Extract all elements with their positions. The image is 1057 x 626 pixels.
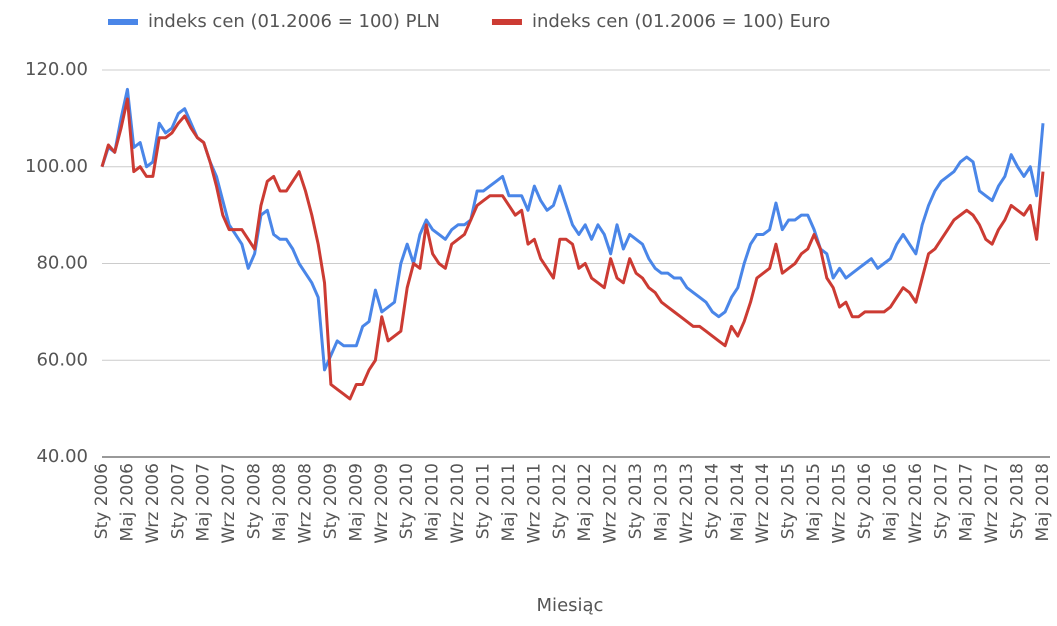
x-tick-label: Maj 2006 xyxy=(117,463,137,541)
legend-label: indeks cen (01.2006 = 100) PLN xyxy=(148,11,440,32)
x-tick-label: Wrz 2007 xyxy=(219,463,239,544)
x-tick-label: Sty 2014 xyxy=(702,463,722,539)
y-tick-label: 120.00 xyxy=(25,59,88,80)
x-tick-label: Sty 2012 xyxy=(550,463,570,539)
x-tick-label: Maj 2012 xyxy=(575,463,595,541)
x-tick-label: Maj 2014 xyxy=(728,463,748,541)
x-tick-label: Wrz 2014 xyxy=(753,463,773,544)
x-tick-label: Wrz 2008 xyxy=(295,463,315,544)
x-tick-label: Sty 2006 xyxy=(92,463,112,539)
x-tick-label: Maj 2017 xyxy=(957,463,977,541)
x-tick-label: Wrz 2015 xyxy=(830,463,850,544)
x-tick-label: Sty 2018 xyxy=(1008,463,1028,539)
y-tick-label: 60.00 xyxy=(36,349,88,370)
y-tick-label: 80.00 xyxy=(36,253,88,274)
x-tick-label: Wrz 2013 xyxy=(677,463,697,544)
x-tick-label: Maj 2016 xyxy=(880,463,900,541)
x-tick-label: Sty 2008 xyxy=(245,463,265,539)
x-tick-label: Sty 2010 xyxy=(397,463,417,539)
x-tick-label: Wrz 2011 xyxy=(524,463,544,544)
x-tick-label: Wrz 2017 xyxy=(982,463,1002,544)
x-tick-label: Sty 2009 xyxy=(321,463,341,539)
x-tick-label: Sty 2013 xyxy=(626,463,646,539)
x-tick-label: Maj 2010 xyxy=(423,463,443,541)
x-tick-label: Maj 2015 xyxy=(804,463,824,541)
legend-label: indeks cen (01.2006 = 100) Euro xyxy=(532,11,830,32)
x-tick-label: Wrz 2010 xyxy=(448,463,468,544)
series-line xyxy=(100,97,1045,401)
x-tick-label: Sty 2011 xyxy=(473,463,493,539)
x-tick-label: Maj 2018 xyxy=(1033,463,1053,541)
x-tick-label: Maj 2011 xyxy=(499,463,519,541)
x-axis-title: Miesiąc xyxy=(537,595,604,616)
x-tick-label: Maj 2013 xyxy=(652,463,672,541)
y-tick-label: 100.00 xyxy=(25,156,88,177)
x-tick-label: Wrz 2009 xyxy=(372,463,392,544)
x-tick-label: Wrz 2016 xyxy=(906,463,926,544)
x-tick-label: Sty 2016 xyxy=(855,463,875,539)
x-tick-label: Sty 2017 xyxy=(931,463,951,539)
x-tick-label: Maj 2007 xyxy=(194,463,214,541)
x-tick-label: Wrz 2012 xyxy=(601,463,621,544)
x-tick-label: Maj 2008 xyxy=(270,463,290,541)
x-tick-label: Maj 2009 xyxy=(346,463,366,541)
x-tick-label: Wrz 2006 xyxy=(143,463,163,544)
y-tick-label: 40.00 xyxy=(36,446,88,467)
x-tick-label: Sty 2007 xyxy=(168,463,188,539)
x-tick-label: Sty 2015 xyxy=(779,463,799,539)
